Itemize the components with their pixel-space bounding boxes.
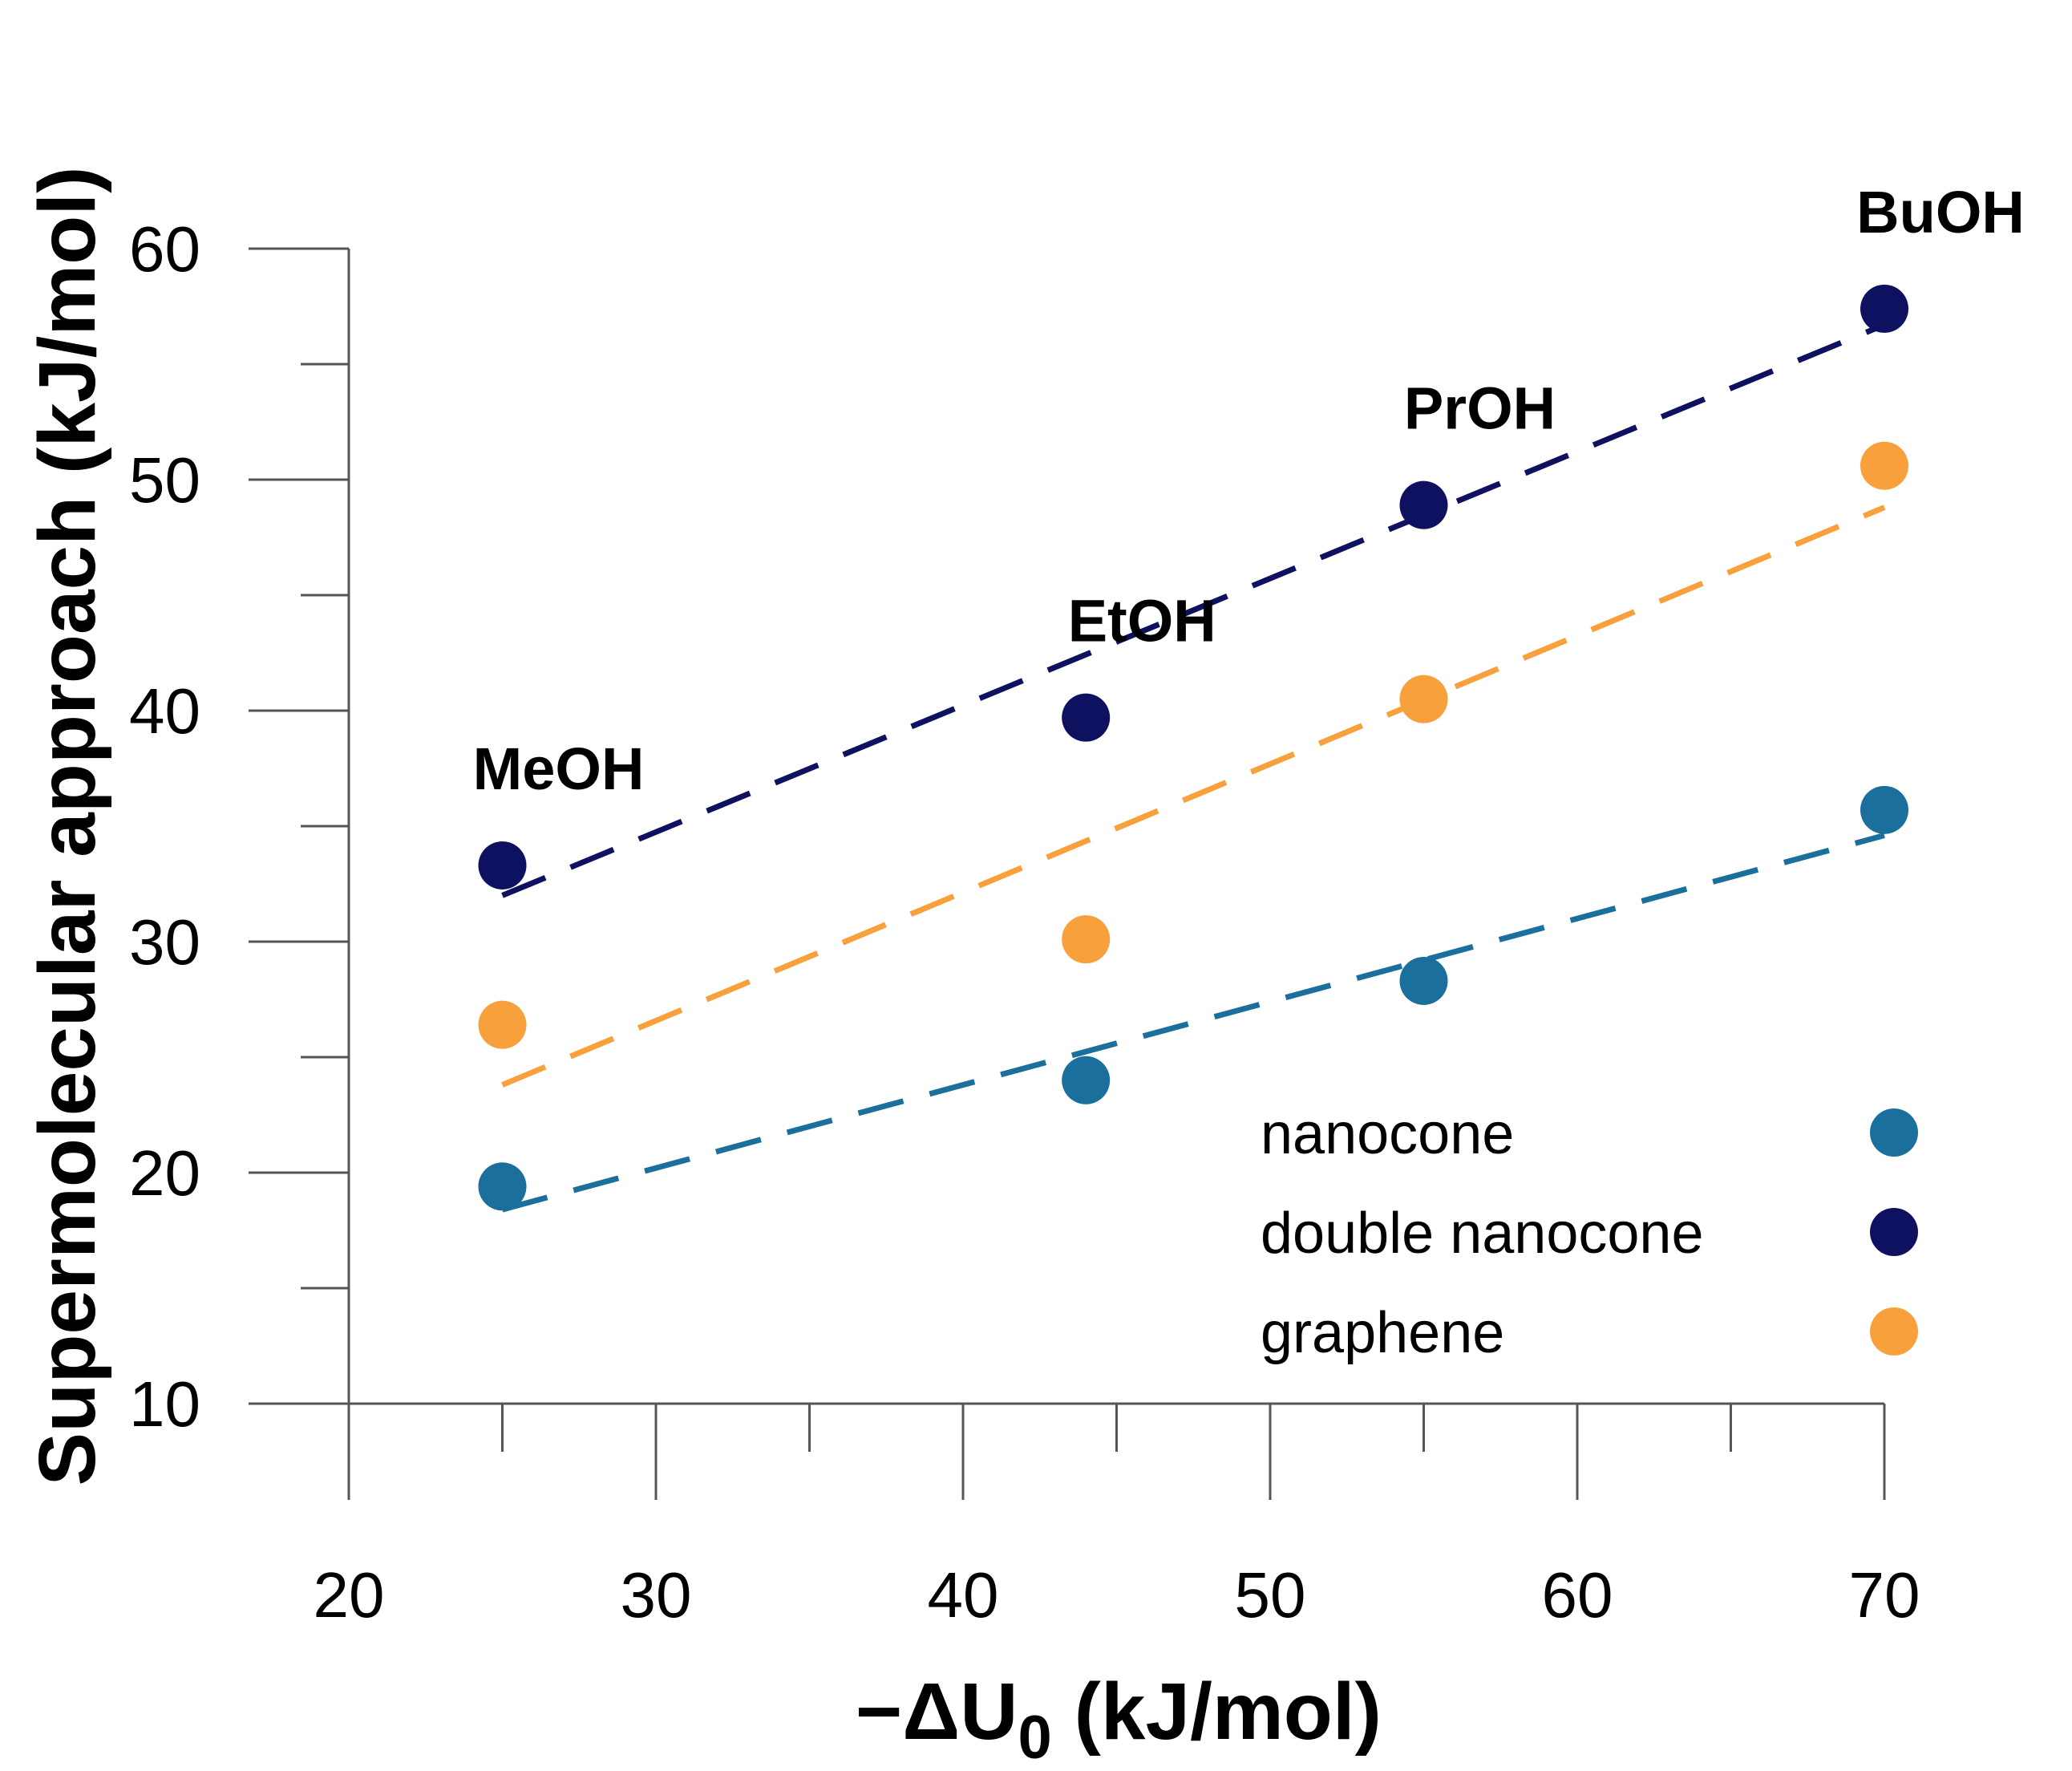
data-point bbox=[1399, 480, 1448, 529]
point-label: EtOH bbox=[1068, 588, 1216, 654]
x-tick-label: 50 bbox=[1235, 1559, 1306, 1631]
data-points bbox=[478, 284, 1908, 1211]
legend-label: double nanocone bbox=[1261, 1202, 1704, 1266]
data-point bbox=[1062, 915, 1111, 964]
legend-marker bbox=[1870, 1208, 1918, 1256]
y-tick-label: 20 bbox=[129, 1137, 200, 1209]
point-label: PrOH bbox=[1404, 375, 1556, 442]
trendline bbox=[501, 505, 1886, 1088]
y-axis-title: Supermolecular approach (kJ/mol) bbox=[22, 167, 112, 1486]
x-tick-label: 20 bbox=[314, 1559, 385, 1631]
x-axis-title-subscript: 0 bbox=[1018, 1704, 1052, 1771]
x-tick-label: 40 bbox=[928, 1559, 999, 1631]
data-point bbox=[1399, 956, 1448, 1005]
y-tick-label: 30 bbox=[129, 906, 200, 978]
legend-marker bbox=[1870, 1108, 1918, 1157]
legend-label: nanocone bbox=[1261, 1102, 1514, 1166]
axes: 10 20 30 40 50 60 20 30 40 50 60 70 bbox=[129, 213, 1920, 1631]
data-point bbox=[1062, 693, 1111, 742]
data-point bbox=[478, 1000, 527, 1049]
data-point bbox=[1860, 441, 1908, 490]
y-tick-label: 60 bbox=[129, 213, 200, 285]
point-annotations: MeOH EtOH PrOH BuOH bbox=[473, 179, 2025, 802]
x-axis-title: −ΔU0 (kJ/mol) bbox=[856, 1667, 1382, 1771]
point-label: BuOH bbox=[1856, 179, 2025, 245]
legend-marker bbox=[1870, 1307, 1918, 1356]
x-axis-title-main: −ΔU bbox=[856, 1667, 1018, 1757]
x-tick-label: 70 bbox=[1849, 1559, 1920, 1631]
legend-label: graphene bbox=[1261, 1301, 1504, 1365]
y-tick-label: 40 bbox=[129, 675, 200, 747]
y-tick-label: 50 bbox=[129, 444, 200, 516]
trendline bbox=[501, 833, 1885, 1213]
trendlines bbox=[501, 322, 1886, 1213]
point-label: MeOH bbox=[473, 736, 645, 802]
data-point bbox=[1860, 284, 1908, 333]
legend: nanocone double nanocone graphene bbox=[1261, 1102, 1918, 1365]
x-axis-title-unit: (kJ/mol) bbox=[1052, 1667, 1382, 1757]
data-point bbox=[478, 1162, 527, 1211]
trendline bbox=[501, 322, 1886, 898]
data-point bbox=[478, 841, 527, 890]
y-tick-label: 10 bbox=[129, 1368, 200, 1440]
x-tick-label: 30 bbox=[621, 1559, 692, 1631]
data-point bbox=[1860, 785, 1908, 834]
data-point bbox=[1062, 1056, 1111, 1104]
x-tick-label: 60 bbox=[1542, 1559, 1613, 1631]
data-point bbox=[1399, 675, 1448, 723]
